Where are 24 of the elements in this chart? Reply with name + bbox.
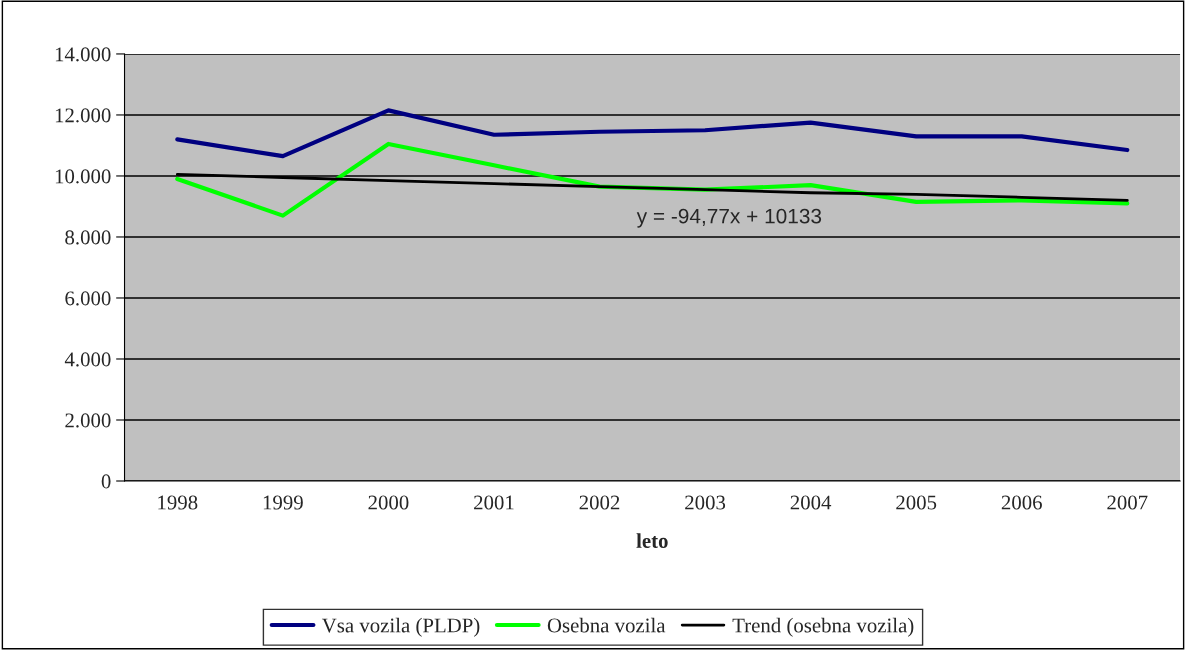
- y-tick-label: 6.000: [65, 291, 111, 306]
- y-tick-label: 8.000: [65, 230, 111, 245]
- x-tick-label: 1999: [263, 495, 303, 510]
- x-tick-label: 2001: [474, 495, 514, 510]
- x-axis-title: leto: [636, 533, 668, 548]
- x-tick-label: 1998: [158, 495, 198, 510]
- annotation: y = -94,77x + 10133: [636, 208, 822, 228]
- y-tick-label: 2.000: [65, 413, 111, 428]
- x-tick-label: 2003: [685, 495, 726, 510]
- x-tick-label: 2002: [579, 495, 620, 510]
- y-tick-label: 0: [101, 474, 111, 489]
- y-tick-label: 14.000: [55, 47, 111, 62]
- y-tick-label: 10.000: [55, 169, 111, 184]
- x-tick-label: 2007: [1107, 495, 1148, 510]
- x-tick-label: 2000: [368, 495, 409, 510]
- y-tick-label: 4.000: [64, 352, 111, 367]
- x-tick-label: 2004: [790, 495, 832, 510]
- legend-label: Trend (osebna vozila): [732, 617, 914, 637]
- y-tick-label: 12.000: [55, 108, 111, 123]
- legend-label: Vsa vozila (PLDP): [321, 617, 480, 637]
- line-series: [175, 108, 1130, 159]
- x-tick-label: 2005: [896, 495, 937, 510]
- legend-label: Osebna vozila: [547, 617, 666, 633]
- x-tick-label: 2006: [1001, 495, 1042, 510]
